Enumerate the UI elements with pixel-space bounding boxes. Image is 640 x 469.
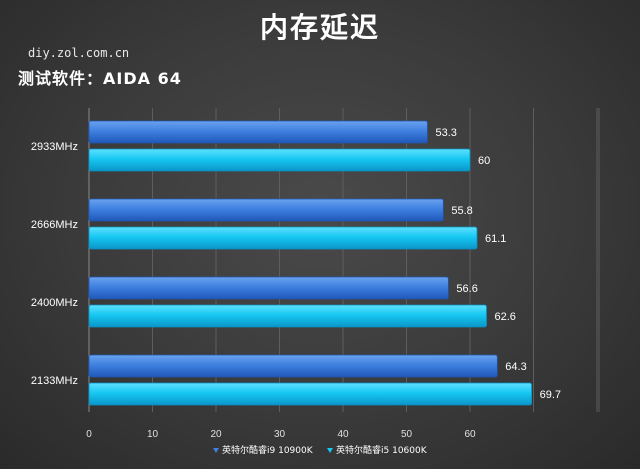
bar-series-2 [88, 148, 471, 172]
source-watermark: diy.zol.com.cn [28, 46, 130, 60]
data-label: 53.3 [435, 127, 456, 139]
category-label: 2133MHz [31, 375, 78, 387]
category-label: 2400MHz [31, 297, 78, 309]
labels: 0 10 20 30 40 50 60 2933MHz 53.3 60 2666MHz 55.8 61.… [31, 127, 561, 440]
category-label: 2933MHz [31, 141, 78, 153]
data-label: 64.3 [505, 361, 526, 373]
bar-series-1 [88, 198, 444, 222]
bar-series-1 [88, 354, 498, 378]
x-tick-label: 40 [337, 429, 349, 440]
legend-marker-series-1 [213, 448, 219, 453]
bar-series-2 [88, 304, 487, 328]
x-tick-label: 0 [86, 429, 92, 440]
bar-series-1 [88, 120, 428, 144]
data-label: 55.8 [451, 205, 472, 217]
chart-title: 内存延迟 [259, 11, 380, 44]
x-tick-label: 50 [401, 429, 413, 440]
x-tick-label: 10 [147, 429, 159, 440]
chart-subtitle: 测试软件：AIDA 64 [18, 69, 182, 88]
data-label: 62.6 [495, 311, 516, 323]
x-tick-label: 30 [274, 429, 286, 440]
legend-entry-series-1: 英特尔酷睿i9 10900K [222, 444, 314, 456]
x-tick-label: 20 [210, 429, 222, 440]
data-label: 61.1 [485, 233, 506, 245]
data-label: 60 [478, 155, 490, 167]
data-label: 56.6 [456, 283, 477, 295]
data-label: 69.7 [540, 389, 561, 401]
x-tick-label: 60 [464, 429, 476, 440]
category-label: 2666MHz [31, 219, 78, 231]
bar-series-2 [88, 226, 478, 250]
legend-marker-series-2 [327, 448, 333, 453]
bar-series-2 [88, 382, 532, 406]
legend-entry-series-2: 英特尔酷睿i5 10600K [336, 444, 428, 456]
bar-series-1 [88, 276, 449, 300]
legend: 英特尔酷睿i9 10900K 英特尔酷睿i5 10600K [213, 444, 428, 456]
bars [88, 120, 532, 406]
